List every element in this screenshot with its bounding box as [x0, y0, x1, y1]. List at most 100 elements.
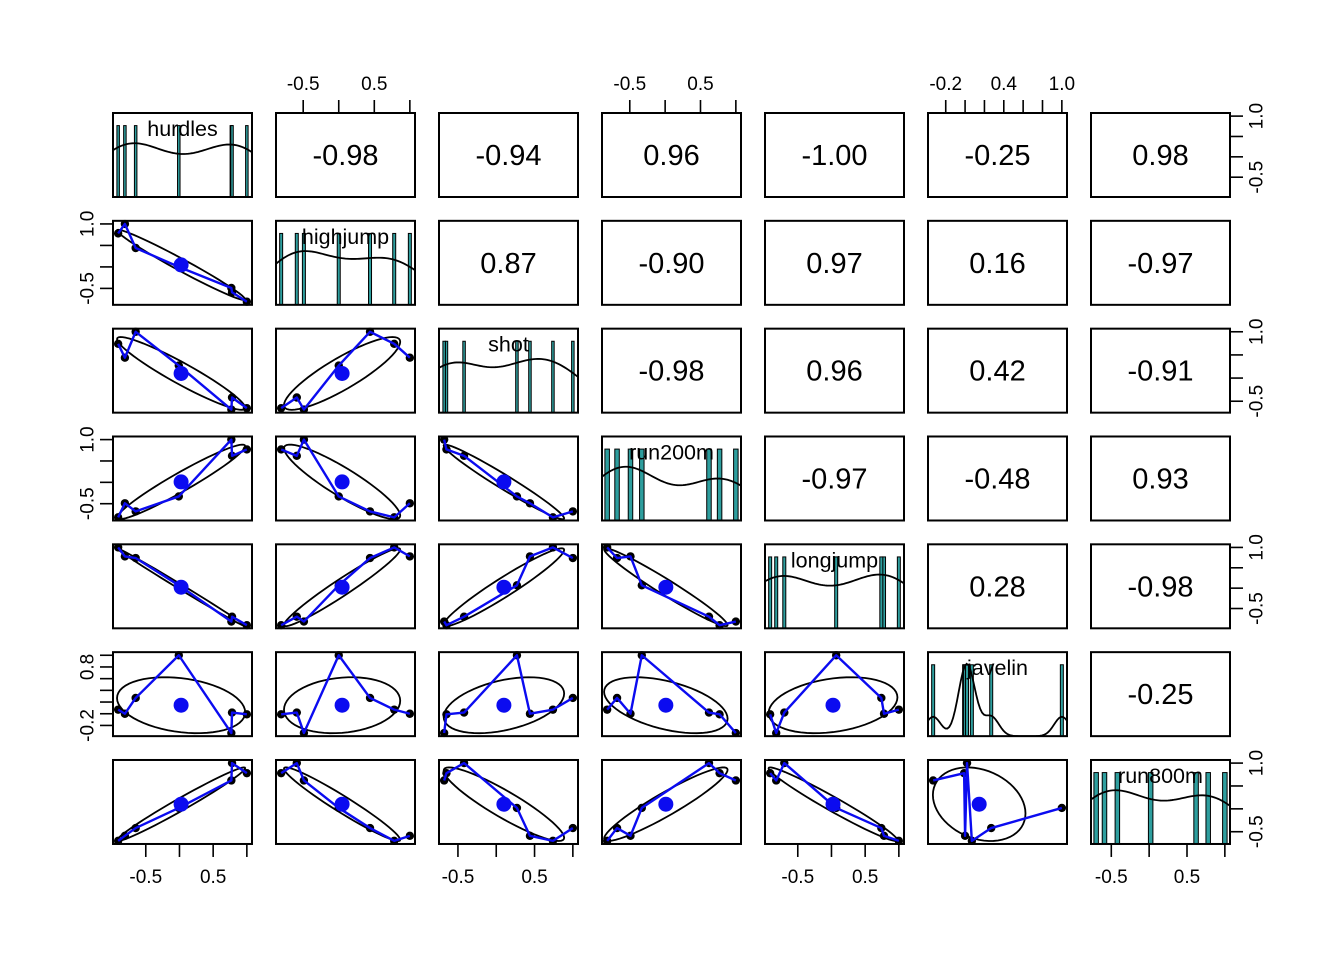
correlation-value: -0.98 — [1127, 571, 1193, 603]
centroid-dot — [173, 365, 189, 381]
left-axis-run200m: 1.0 -0.5 — [78, 426, 113, 520]
hist-bar — [279, 232, 284, 306]
centroid-dot — [658, 697, 674, 713]
hist-bar — [1059, 664, 1064, 737]
correlation-value: 0.42 — [969, 356, 1025, 388]
scatter-panel-longjump-vs-highjump — [276, 543, 415, 630]
panel-border — [438, 112, 579, 198]
corr-panel-shot-run800m: -0.91 — [1127, 356, 1193, 388]
smooth-line — [280, 330, 411, 411]
bottom-axis-hurdles: -0.5 0.5 — [129, 843, 248, 888]
panel-border — [438, 651, 579, 738]
axis-tick-label: 1.0 — [78, 426, 99, 452]
hist-bar — [123, 125, 127, 198]
panel-border — [1090, 543, 1231, 630]
correlation-value: -0.90 — [638, 248, 704, 280]
panel-border — [601, 758, 742, 845]
axis-tick-label: -0.5 — [442, 867, 475, 888]
scatter-panel-longjump-vs-hurdles — [113, 543, 252, 630]
variable-name-run800m: run800m — [1118, 764, 1203, 788]
centroid-dot — [173, 579, 189, 595]
hist-bar — [896, 556, 901, 629]
corr-panel-highjump-longjump: 0.97 — [806, 248, 862, 280]
panel-border — [764, 435, 905, 522]
right-axis-shot: 1.0 -0.5 — [1230, 319, 1268, 418]
smooth-line — [280, 438, 411, 519]
corr-panel-run200m-javelin: -0.48 — [964, 463, 1030, 495]
correlation-ellipse — [603, 547, 729, 628]
panel-border — [764, 112, 905, 198]
hist-bar — [733, 448, 739, 521]
correlation-value: 0.93 — [1132, 463, 1188, 495]
hist-bar — [528, 340, 532, 414]
smooth-line — [117, 654, 247, 735]
panel-border — [764, 327, 905, 414]
centroid-dot — [496, 796, 512, 812]
smooth-line — [932, 761, 1063, 843]
diag-panel-run800m — [1090, 772, 1231, 845]
hist-bar — [407, 232, 412, 306]
hist-bar — [462, 340, 466, 414]
density-curve — [438, 357, 579, 378]
axis-tick-label: 0.8 — [78, 654, 99, 680]
panel-border — [927, 435, 1068, 522]
panel-border — [601, 435, 742, 522]
corr-panel-highjump-run200m: -0.90 — [638, 248, 704, 280]
centroid-dot — [173, 796, 189, 812]
smooth-line — [606, 546, 737, 627]
corr-panel-shot-run200m: -0.98 — [638, 356, 704, 388]
corr-panel-hurdles-run800m: 0.98 — [1132, 140, 1188, 172]
scatter-panel-longjump-vs-run200m — [602, 543, 741, 630]
density-curve — [112, 142, 253, 155]
scatter-panel-javelin-vs-highjump — [276, 651, 415, 738]
right-axis-run800m: 1.0 -0.5 — [1230, 750, 1268, 848]
smooth-line — [443, 546, 574, 627]
variable-name-hurdles: hurdles — [147, 117, 218, 141]
data-point — [276, 710, 286, 719]
corr-panel-hurdles-javelin: -0.25 — [964, 140, 1030, 172]
axis-tick-label: 1.0 — [1049, 74, 1075, 95]
panel-border — [275, 435, 416, 522]
centroid-dot — [658, 796, 674, 812]
centroid-dot — [496, 474, 512, 490]
corr-panel-highjump-shot: 0.87 — [480, 248, 536, 280]
correlation-ellipse — [442, 766, 566, 842]
scatter-panel-run200m-vs-hurdles — [113, 435, 252, 522]
axis-tick-label: 1.0 — [1247, 319, 1268, 345]
axis-tick-label: -0.5 — [1247, 385, 1268, 418]
centroid-dot — [334, 697, 350, 713]
scatter-panel-run800m-vs-shot — [439, 758, 578, 845]
correlation-value: -0.97 — [1127, 248, 1193, 280]
axis-tick-label: -0.2 — [78, 709, 99, 742]
scatter-panel-shot-vs-hurdles — [113, 327, 252, 414]
centroid-dot — [334, 365, 350, 381]
right-axis-longjump: 1.0 -0.5 — [1230, 534, 1268, 625]
density-curve — [764, 573, 905, 587]
panel-border — [927, 651, 1068, 738]
centroid-dot — [658, 579, 674, 595]
panel-border — [438, 327, 579, 414]
corr-panel-run200m-longjump: -0.97 — [801, 463, 867, 495]
variable-name-longjump: longjump — [791, 548, 878, 572]
correlation-value: -0.25 — [964, 140, 1030, 172]
panel-border — [601, 219, 742, 306]
correlation-ellipse — [442, 443, 566, 521]
centroid-dot — [173, 697, 189, 713]
hist-bar — [774, 556, 779, 629]
hist-bar — [133, 125, 138, 198]
hist-bar — [1101, 772, 1108, 845]
panel-border — [438, 219, 579, 306]
axis-tick-label: 0.4 — [991, 74, 1018, 95]
correlation-value: -0.25 — [1127, 679, 1193, 711]
centroid-dot — [825, 697, 841, 713]
panel-border — [112, 219, 253, 306]
corr-panel-hurdles-shot: -0.94 — [475, 140, 541, 172]
smooth-line — [769, 654, 900, 735]
correlation-value: -0.98 — [312, 140, 378, 172]
panel-border — [275, 219, 416, 306]
panel-border — [927, 112, 1068, 198]
panel-border — [1090, 758, 1231, 845]
hist-bar — [1093, 772, 1099, 845]
panel-border — [275, 651, 416, 738]
